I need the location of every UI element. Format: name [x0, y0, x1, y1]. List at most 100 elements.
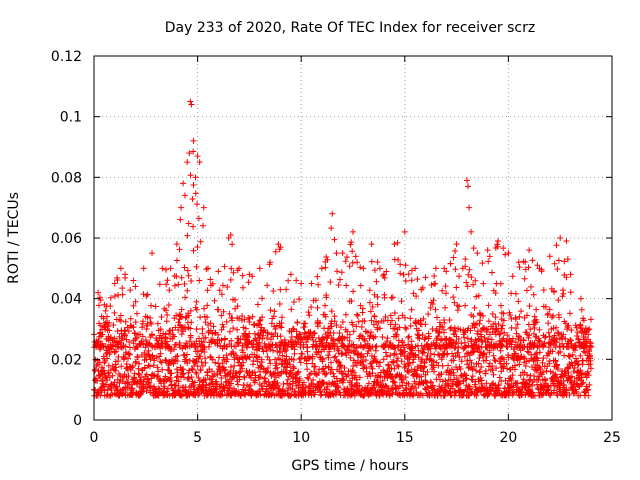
data-point [539, 343, 546, 350]
data-point [330, 370, 337, 377]
data-point [539, 359, 546, 366]
data-point [536, 265, 543, 272]
data-point [135, 370, 142, 377]
data-point [323, 339, 330, 346]
data-point [405, 341, 412, 348]
data-point [456, 273, 463, 280]
data-point [498, 343, 505, 350]
data-point [483, 353, 490, 360]
data-point [342, 258, 349, 265]
data-point [350, 288, 357, 295]
data-point [129, 362, 136, 369]
data-point [310, 330, 317, 337]
data-point [412, 265, 419, 272]
data-point [486, 349, 493, 356]
data-point [197, 238, 204, 245]
data-point [223, 352, 230, 359]
data-point [449, 350, 456, 357]
data-point [141, 349, 148, 356]
data-point [580, 317, 587, 324]
data-point [479, 260, 486, 267]
data-point [283, 353, 290, 360]
data-point [284, 376, 291, 383]
data-point [545, 339, 552, 346]
data-point [531, 325, 538, 332]
data-point [229, 296, 236, 303]
data-point [518, 337, 525, 344]
data-point [371, 313, 378, 320]
data-point [401, 348, 408, 355]
data-point [356, 333, 363, 340]
data-point [316, 383, 323, 390]
data-point [443, 290, 450, 297]
grid-layer [94, 56, 612, 420]
data-point [388, 317, 395, 324]
data-point [469, 373, 476, 380]
data-point [425, 311, 432, 318]
data-point [97, 341, 104, 348]
data-point [261, 327, 268, 334]
data-point [468, 338, 475, 345]
data-point [320, 344, 327, 351]
data-point [362, 357, 369, 364]
data-point [215, 331, 222, 338]
data-point [258, 359, 265, 366]
data-point [563, 274, 570, 281]
data-point [381, 274, 388, 281]
data-point [521, 344, 528, 351]
data-point [585, 327, 592, 334]
data-point [350, 363, 357, 370]
data-point [588, 365, 595, 372]
data-point [242, 325, 249, 332]
data-point [555, 311, 562, 318]
data-point [330, 329, 337, 336]
data-point [410, 290, 417, 297]
data-point [374, 259, 381, 266]
data-point [138, 374, 145, 381]
data-point [114, 340, 121, 347]
data-point [533, 350, 540, 357]
data-point [500, 365, 507, 372]
data-point [480, 325, 487, 332]
data-point [433, 337, 440, 344]
data-point [252, 335, 259, 342]
data-point [285, 341, 292, 348]
data-point [130, 324, 137, 331]
data-point [115, 341, 122, 348]
data-point [452, 344, 459, 351]
data-point [117, 265, 124, 272]
data-point [190, 223, 197, 230]
data-point [182, 344, 189, 351]
data-point [508, 290, 515, 297]
data-point [472, 277, 479, 284]
data-point [478, 364, 485, 371]
data-point [561, 258, 568, 265]
data-point [451, 345, 458, 352]
data-point [470, 281, 477, 288]
data-point [168, 370, 175, 377]
data-point [504, 332, 511, 339]
data-point [136, 383, 143, 390]
data-point [379, 343, 386, 350]
data-point [398, 298, 405, 305]
data-point [485, 318, 492, 325]
data-point [371, 384, 378, 391]
data-point [173, 257, 180, 264]
data-point [438, 354, 445, 361]
data-point [323, 294, 330, 301]
data-point [436, 343, 443, 350]
data-point [176, 246, 183, 253]
data-point [270, 347, 277, 354]
data-point [240, 324, 247, 331]
data-point [333, 250, 340, 257]
data-point [260, 348, 267, 355]
data-point [491, 357, 498, 364]
data-point [106, 374, 113, 381]
data-point [477, 317, 484, 324]
data-point [346, 343, 353, 350]
data-point [207, 276, 214, 283]
data-point [259, 295, 266, 302]
data-point [140, 341, 147, 348]
data-point [408, 306, 415, 313]
data-point [465, 271, 472, 278]
